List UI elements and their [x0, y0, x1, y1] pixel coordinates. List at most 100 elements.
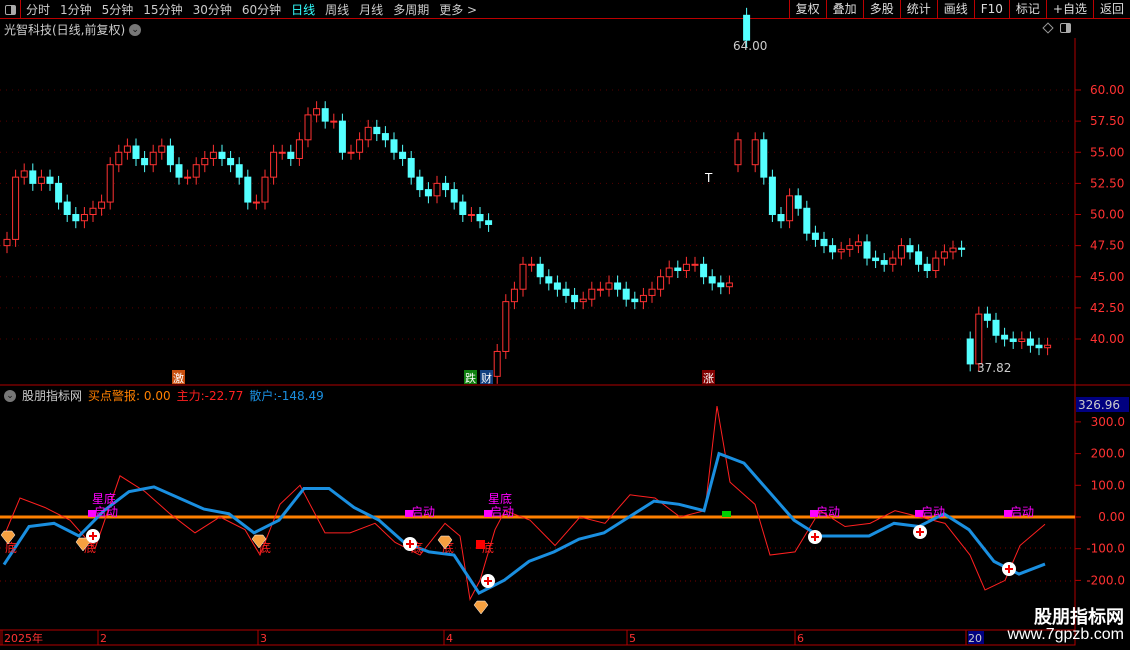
candle-up: [502, 301, 510, 352]
candle-up: [657, 276, 665, 290]
candle-down: [416, 176, 424, 191]
candle-down: [373, 126, 381, 135]
toolbar-action-button[interactable]: 画线: [936, 0, 974, 19]
toolbar-action-button[interactable]: 标记: [1008, 0, 1046, 19]
diamond-icon: [437, 535, 453, 550]
candle-down: [476, 214, 484, 222]
candle-down: [442, 182, 450, 191]
low-price-label: 37.82: [977, 361, 1011, 375]
toolbar-action-button[interactable]: F10: [973, 0, 1009, 19]
candle-down: [166, 145, 174, 166]
panel-toggle-button[interactable]: [0, 0, 21, 19]
plus-glyph: [89, 532, 97, 540]
price-tick-label: 40.00: [1090, 332, 1124, 346]
candle-down: [55, 182, 63, 203]
candle-down: [132, 145, 140, 159]
plus-glyph: [484, 577, 492, 585]
toolbar-action-button[interactable]: 统计: [899, 0, 937, 19]
panel-icon[interactable]: [1060, 23, 1071, 33]
price-tick-label: 47.50: [1090, 239, 1124, 253]
start-marker: [484, 510, 492, 517]
period-tab[interactable]: 15分钟: [143, 3, 183, 17]
candle-up: [80, 214, 88, 222]
event-tag-bg: [464, 370, 477, 384]
plus-glyph: [916, 528, 924, 536]
candle-down: [399, 151, 407, 159]
candle-up: [734, 139, 742, 166]
candle-down: [235, 164, 243, 178]
candle-down: [1026, 338, 1034, 346]
candle-down: [820, 238, 828, 247]
price-tick-label: 52.50: [1090, 176, 1124, 190]
candle-down: [717, 282, 725, 288]
candle-down: [622, 288, 630, 300]
stock-title: 光智科技(日线,前复权): [4, 23, 126, 37]
candle-down: [72, 214, 80, 222]
candle-down: [175, 164, 183, 178]
candle-up: [897, 245, 905, 259]
chevron-down-icon[interactable]: ⌄: [129, 23, 142, 36]
candle-up: [691, 263, 699, 266]
period-tab[interactable]: 1分钟: [60, 3, 92, 17]
start-label: 启动: [94, 505, 118, 519]
plus-glyph: [1005, 565, 1013, 573]
toolbar-action-button[interactable]: 返回: [1092, 0, 1130, 19]
candle-up: [579, 298, 587, 303]
star-bottom-label: 星底: [488, 491, 512, 506]
toolbar-action-button[interactable]: 叠加: [825, 0, 863, 19]
date-label: 4: [446, 632, 453, 645]
candle-up: [115, 151, 123, 166]
candle-down: [287, 151, 295, 159]
toolbar-action-button[interactable]: 复权: [788, 0, 826, 19]
candle-down: [923, 263, 931, 272]
candle-down: [983, 313, 991, 321]
candle-down: [992, 319, 1000, 336]
candle-up: [98, 201, 106, 209]
stock-title-row: 光智科技(日线,前复权) ⌄: [4, 21, 142, 38]
period-tab[interactable]: 更多 >: [439, 3, 478, 17]
red-marker: [476, 540, 485, 549]
high-price-label: 64.00: [733, 39, 767, 53]
period-tab[interactable]: 分时: [26, 3, 51, 17]
candle-up: [682, 263, 690, 272]
plus-glyph: [406, 540, 414, 548]
candle-down: [829, 245, 837, 253]
candle-up: [786, 195, 794, 222]
chevron-down-icon[interactable]: ⌄: [4, 389, 16, 402]
period-tab[interactable]: 多周期: [393, 3, 430, 17]
candle-up: [846, 245, 854, 250]
candle-down: [1035, 344, 1043, 349]
candle-up: [725, 282, 733, 288]
indicator-tick-label: -100.0: [1086, 542, 1125, 556]
candle-down: [381, 133, 389, 141]
candle-down: [407, 157, 415, 178]
candle-up: [1044, 344, 1052, 349]
candle-down: [571, 294, 579, 303]
indicator-name: 股朋指标网: [22, 389, 83, 403]
start-marker: [810, 510, 818, 517]
candle-up: [356, 139, 364, 153]
candle-up: [648, 288, 656, 296]
event-tag-bg: [172, 370, 185, 384]
period-tab[interactable]: 日线: [291, 3, 316, 17]
candle-down: [218, 151, 226, 159]
toolbar-action-button[interactable]: 多股: [862, 0, 900, 19]
price-tick-label: 45.00: [1090, 270, 1124, 284]
period-tab[interactable]: 月线: [359, 3, 384, 17]
toolbar: 分时 1分钟 5分钟 15分钟 30分钟 60分钟 日线 周线 月线 多周期 更多 > 复权 叠加 多股…: [0, 0, 1130, 19]
price-tick-label: 42.50: [1090, 301, 1124, 315]
period-tab[interactable]: 周线: [325, 3, 350, 17]
toolbar-action-button[interactable]: +自选: [1045, 0, 1093, 19]
candle-up: [313, 108, 321, 116]
period-tab[interactable]: 5分钟: [101, 3, 134, 17]
candle-up: [588, 288, 596, 300]
candle-up: [493, 350, 501, 377]
period-tab[interactable]: 60分钟: [241, 3, 282, 17]
candle-down: [674, 267, 682, 272]
event-tag: 财: [481, 371, 492, 385]
candle-up: [665, 267, 673, 278]
period-tab[interactable]: 30分钟: [192, 3, 232, 17]
indicator-title-row: ⌄ 股朋指标网 买点警报: 0.00 主力:-22.77 散户:-148.49: [4, 387, 324, 404]
date-label: 5: [629, 632, 636, 645]
